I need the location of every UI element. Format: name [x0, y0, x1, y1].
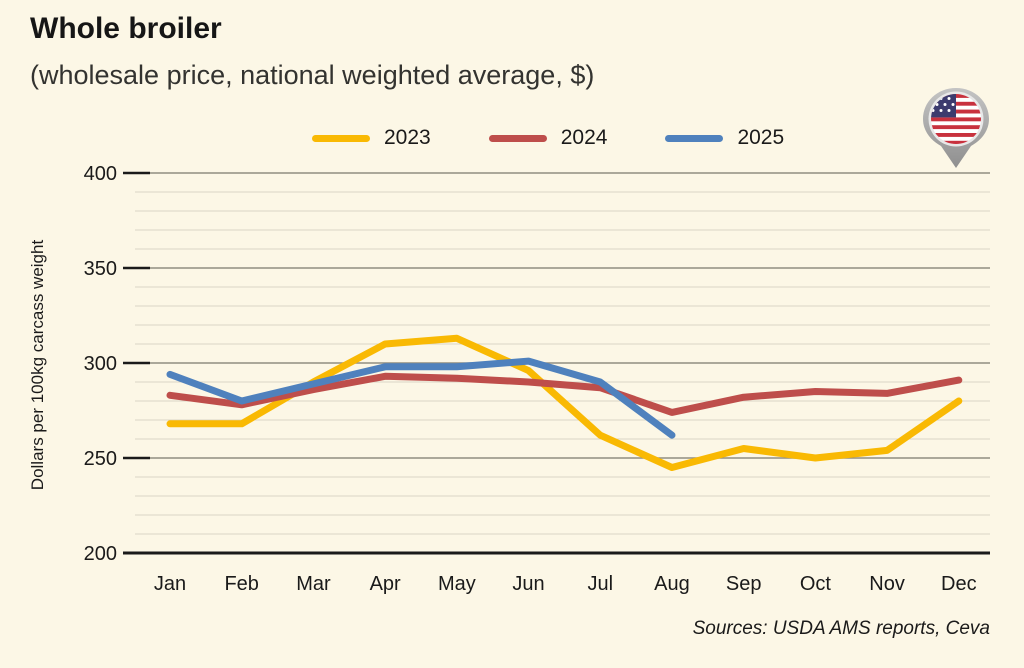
page-title: Whole broiler — [30, 12, 222, 45]
x-tick-label: Jan — [154, 573, 186, 595]
y-tick-label: 350 — [84, 258, 117, 280]
legend: 2023 2024 2025 — [312, 126, 784, 150]
usa-flag — [931, 94, 981, 144]
legend-item-2025: 2025 — [665, 126, 784, 150]
legend-swatch-2023 — [312, 134, 370, 142]
x-tick-label: Jun — [512, 573, 544, 595]
page-subtitle: (wholesale price, national weighted aver… — [30, 60, 595, 90]
legend-item-2024: 2024 — [488, 126, 608, 150]
x-tick-label: Oct — [800, 573, 832, 595]
legend-label-2023: 2023 — [384, 126, 431, 149]
x-tick-label: May — [438, 573, 476, 595]
x-tick-label: Mar — [296, 573, 331, 595]
y-tick-label: 300 — [84, 353, 117, 375]
legend-label-2024: 2024 — [560, 126, 608, 149]
x-tick-label: Dec — [941, 573, 977, 595]
x-tick-label: Sep — [726, 573, 762, 595]
y-tick-label: 250 — [84, 448, 117, 470]
x-tick-label: Apr — [370, 573, 401, 595]
x-tick-label: Feb — [224, 573, 258, 595]
legend-swatch-2024 — [488, 134, 547, 142]
usa-flag-pin-icon — [923, 88, 989, 168]
series-line-2024 — [166, 372, 963, 416]
x-tick-label: Aug — [654, 573, 690, 595]
x-tick-label: Nov — [869, 573, 905, 595]
series-line-2025 — [166, 357, 676, 439]
x-tick-label: Jul — [587, 573, 613, 595]
legend-item-2023: 2023 — [312, 126, 431, 150]
y-tick-label: 200 — [84, 543, 117, 565]
legend-label-2025: 2025 — [737, 126, 785, 149]
legend-swatch-2025 — [665, 134, 724, 142]
y-axis-title: Dollars per 100kg carcass weight — [28, 239, 47, 491]
sources-credit: Sources: USDA AMS reports, Ceva — [692, 618, 990, 639]
series-line-2023 — [166, 334, 963, 471]
y-tick-label: 400 — [84, 163, 117, 185]
